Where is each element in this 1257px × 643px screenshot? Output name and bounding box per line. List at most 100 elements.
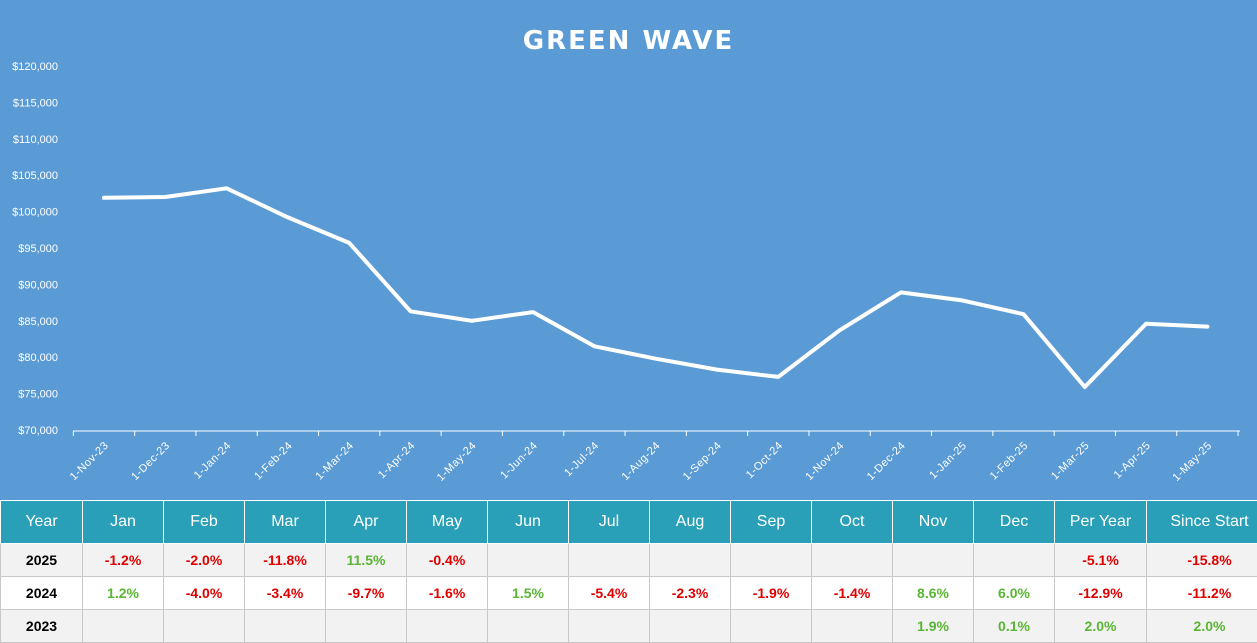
return-cell — [83, 610, 164, 643]
x-tick-label: 1-Mar-24 — [313, 440, 356, 483]
x-tick-label: 1-Sep-24 — [681, 440, 724, 483]
x-tick-label: 1-Nov-23 — [68, 440, 111, 483]
return-cell: -1.6% — [407, 577, 488, 610]
year-cell: 2024 — [1, 577, 83, 610]
y-tick-label: $105,000 — [12, 170, 58, 182]
x-tick-label: 1-Jul-24 — [562, 440, 601, 479]
x-tick-label: 1-Dec-24 — [865, 440, 908, 483]
column-header: Aug — [650, 501, 731, 544]
return-cell: -11.8% — [245, 544, 326, 577]
return-cell: -1.2% — [83, 544, 164, 577]
return-cell: -5.4% — [569, 577, 650, 610]
return-cell — [650, 544, 731, 577]
column-header: Feb — [164, 501, 245, 544]
return-cell: -1.9% — [731, 577, 812, 610]
y-tick-label: $80,000 — [18, 352, 58, 364]
return-cell: -12.9% — [1055, 577, 1147, 610]
y-tick-label: $110,000 — [13, 134, 58, 146]
table-row: 2025-1.2%-2.0%-11.8%11.5%-0.4% -5.1%-15.8… — [1, 544, 1257, 577]
return-cell: 1.9% — [893, 610, 974, 643]
return-cell: 1.2% — [83, 577, 164, 610]
return-cell — [407, 610, 488, 643]
y-tick-label: $95,000 — [18, 243, 58, 255]
return-cell: -4.0% — [164, 577, 245, 610]
return-cell: -2.0% — [164, 544, 245, 577]
return-cell: 0.1% — [974, 610, 1055, 643]
y-tick-label: $85,000 — [18, 316, 58, 328]
year-cell: 2023 — [1, 610, 83, 643]
return-cell: -11.2% — [1147, 577, 1257, 610]
return-cell: -0.4% — [407, 544, 488, 577]
return-cell — [650, 610, 731, 643]
x-tick-label: 1-Mar-25 — [1049, 440, 1092, 483]
x-tick-label: 1-Jan-25 — [927, 440, 969, 482]
column-header: Jun — [488, 501, 569, 544]
return-cell: 1.5% — [488, 577, 569, 610]
return-cell — [326, 610, 407, 643]
return-cell — [569, 610, 650, 643]
y-tick-label: $115,000 — [13, 97, 58, 109]
x-tick-label: 1-Apr-24 — [376, 440, 418, 482]
column-header: Jan — [83, 501, 164, 544]
return-cell — [974, 544, 1055, 577]
return-cell — [893, 544, 974, 577]
return-cell: 2.0% — [1055, 610, 1147, 643]
column-header: May — [407, 501, 488, 544]
column-header: Year — [1, 501, 83, 544]
return-cell — [488, 610, 569, 643]
x-tick-label: 1-Nov-24 — [803, 440, 846, 483]
column-header: Jul — [569, 501, 650, 544]
return-cell — [731, 544, 812, 577]
chart-title: GREEN WAVE — [0, 26, 1257, 56]
column-header: Dec — [974, 501, 1055, 544]
return-cell — [731, 610, 812, 643]
column-header: Since Start — [1147, 501, 1257, 544]
y-tick-label: $120,000 — [12, 61, 58, 73]
column-header: Oct — [812, 501, 893, 544]
table-body: 2025-1.2%-2.0%-11.8%11.5%-0.4% -5.1%-15.8… — [1, 544, 1257, 643]
chart-area: $70,000 $75,000 $80,000 $85,000 $90,000 $95,0… — [0, 0, 1257, 500]
x-tick-label: 1-May-25 — [1170, 440, 1214, 484]
return-cell: -1.4% — [812, 577, 893, 610]
return-cell: -2.3% — [650, 577, 731, 610]
y-tick-label: $90,000 — [18, 279, 58, 291]
return-cell: -5.1% — [1055, 544, 1147, 577]
column-header: Apr — [326, 501, 407, 544]
return-cell: -9.7% — [326, 577, 407, 610]
x-tick-label: 1-Dec-23 — [129, 440, 172, 483]
return-cell — [569, 544, 650, 577]
x-tick-label: 1-Jun-24 — [498, 440, 540, 482]
line-chart: $70,000 $75,000 $80,000 $85,000 $90,000 $95,0… — [0, 0, 1257, 500]
return-cell: 8.6% — [893, 577, 974, 610]
year-cell: 2025 — [1, 544, 83, 577]
x-tick-label: 1-May-24 — [435, 440, 479, 484]
series-line — [104, 188, 1207, 387]
x-tick-label: 1-Apr-25 — [1112, 440, 1154, 482]
return-cell — [812, 544, 893, 577]
return-cell: 11.5% — [326, 544, 407, 577]
return-cell — [164, 610, 245, 643]
y-tick-label: $100,000 — [12, 207, 58, 219]
column-header: Nov — [893, 501, 974, 544]
return-cell: -15.8% — [1147, 544, 1257, 577]
return-cell: 2.0% — [1147, 610, 1257, 643]
y-tick-label: $70,000 — [18, 425, 58, 437]
x-tick-label: 1-Jan-24 — [192, 440, 234, 482]
return-cell — [812, 610, 893, 643]
x-tick-label: 1-Feb-25 — [988, 440, 1031, 483]
x-tick-label: 1-Feb-24 — [252, 440, 295, 483]
column-header: Per Year — [1055, 501, 1147, 544]
return-cell: -3.4% — [245, 577, 326, 610]
column-header: Mar — [245, 501, 326, 544]
column-header: Sep — [731, 501, 812, 544]
return-cell — [488, 544, 569, 577]
y-tick-label: $75,000 — [18, 389, 58, 401]
x-tick-label: 1-Aug-24 — [620, 440, 663, 483]
x-tick-label: 1-Oct-24 — [744, 440, 786, 482]
return-cell — [245, 610, 326, 643]
return-cell: 6.0% — [974, 577, 1055, 610]
